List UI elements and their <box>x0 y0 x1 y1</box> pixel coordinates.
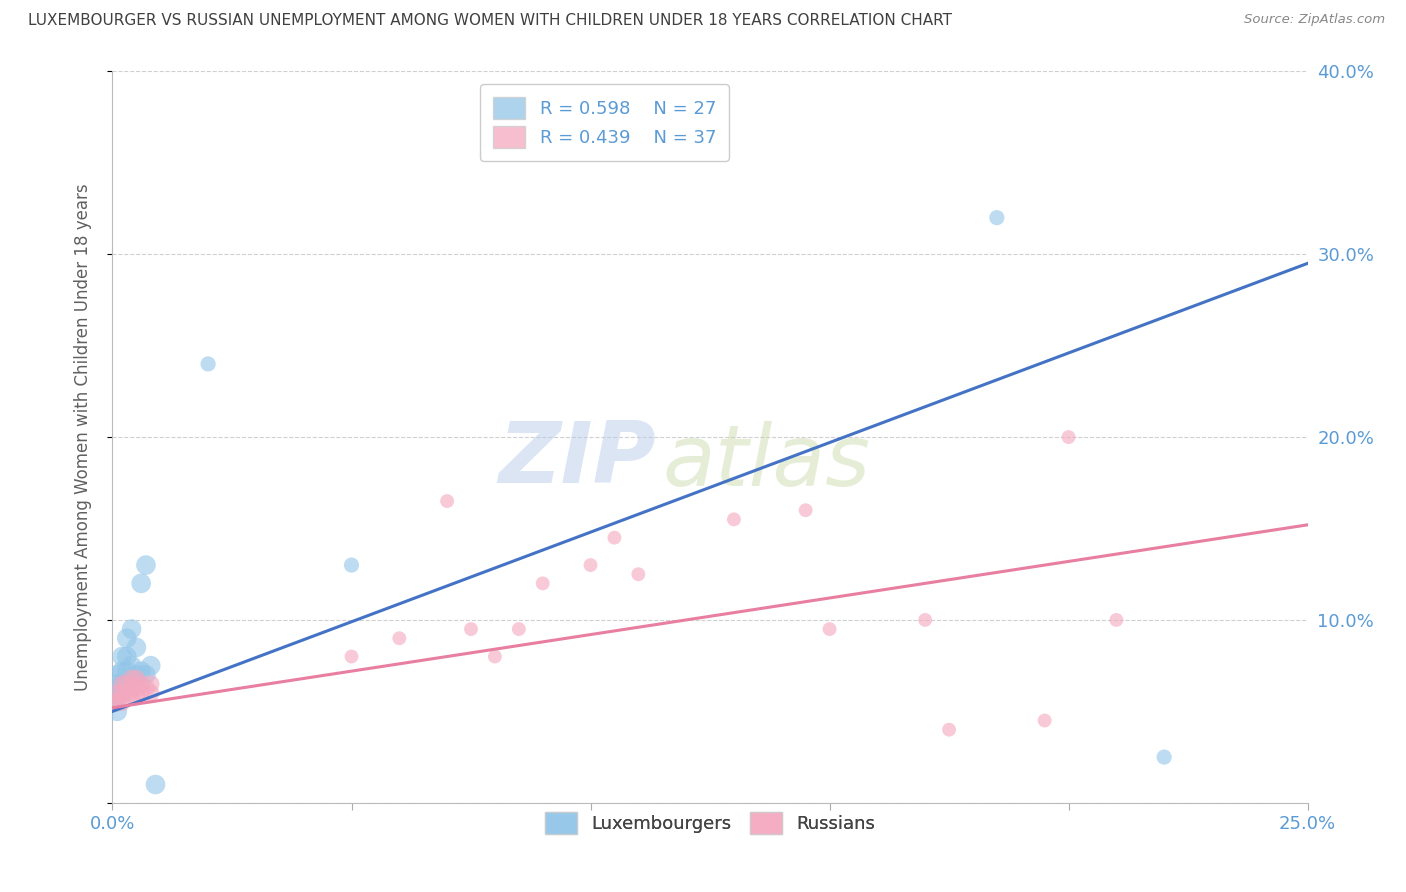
Point <box>1153 750 1175 764</box>
Point <box>105 695 128 709</box>
Point <box>139 658 162 673</box>
Point <box>125 640 148 655</box>
Point <box>579 558 602 573</box>
Text: ZIP: ZIP <box>499 417 657 500</box>
Point <box>723 512 745 526</box>
Point <box>145 778 167 792</box>
Point <box>135 667 157 681</box>
Point <box>135 558 157 573</box>
Point <box>125 690 148 704</box>
Point <box>627 567 650 582</box>
Point <box>129 677 152 691</box>
Point <box>125 667 148 681</box>
Legend: Luxembourgers, Russians: Luxembourgers, Russians <box>534 801 886 845</box>
Point <box>104 695 127 709</box>
Point <box>139 677 162 691</box>
Point <box>986 211 1008 225</box>
Point <box>436 494 458 508</box>
Point <box>115 649 138 664</box>
Point <box>125 681 148 695</box>
Point <box>111 695 134 709</box>
Point <box>460 622 482 636</box>
Point <box>115 632 138 646</box>
Point <box>121 658 143 673</box>
Point <box>129 686 152 700</box>
Point <box>115 677 138 691</box>
Point <box>105 686 128 700</box>
Point <box>1033 714 1056 728</box>
Text: Source: ZipAtlas.com: Source: ZipAtlas.com <box>1244 13 1385 27</box>
Point <box>121 672 143 686</box>
Point <box>914 613 936 627</box>
Point <box>105 686 128 700</box>
Point <box>938 723 960 737</box>
Point <box>115 677 138 691</box>
Point <box>508 622 530 636</box>
Point <box>121 622 143 636</box>
Point <box>111 686 134 700</box>
Point <box>111 677 134 691</box>
Point <box>115 664 138 678</box>
Point <box>388 632 411 646</box>
Point <box>115 686 138 700</box>
Point <box>105 677 128 691</box>
Point <box>1057 430 1080 444</box>
Point <box>340 649 363 664</box>
Point <box>197 357 219 371</box>
Point <box>111 677 134 691</box>
Y-axis label: Unemployment Among Women with Children Under 18 years: Unemployment Among Women with Children U… <box>73 183 91 691</box>
Point <box>129 664 152 678</box>
Point <box>603 531 626 545</box>
Point <box>104 695 127 709</box>
Point <box>129 576 152 591</box>
Point <box>484 649 506 664</box>
Point <box>135 681 157 695</box>
Point <box>111 649 134 664</box>
Point <box>1105 613 1128 627</box>
Text: atlas: atlas <box>662 421 870 504</box>
Point <box>125 672 148 686</box>
Point <box>111 664 134 678</box>
Point <box>105 705 128 719</box>
Point <box>818 622 841 636</box>
Point <box>105 667 128 681</box>
Point <box>794 503 817 517</box>
Text: LUXEMBOURGER VS RUSSIAN UNEMPLOYMENT AMONG WOMEN WITH CHILDREN UNDER 18 YEARS CO: LUXEMBOURGER VS RUSSIAN UNEMPLOYMENT AMO… <box>28 13 952 29</box>
Point <box>139 686 162 700</box>
Point <box>340 558 363 573</box>
Point <box>121 682 143 697</box>
Point <box>111 686 134 700</box>
Point <box>121 690 143 704</box>
Point <box>531 576 554 591</box>
